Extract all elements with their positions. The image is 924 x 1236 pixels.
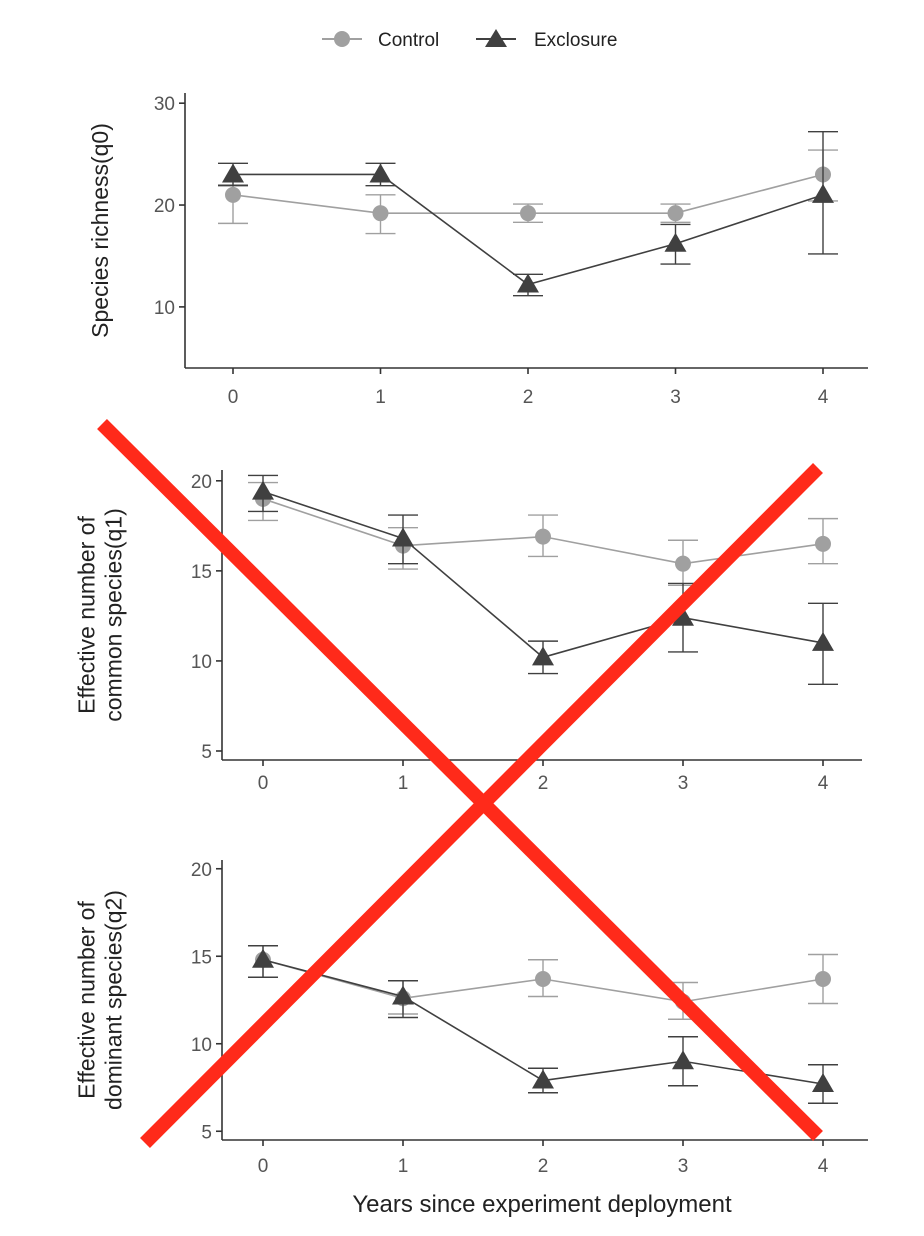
y-tick-label: 10 bbox=[154, 298, 175, 319]
panel-3: 5 10 15 20 0 1 2 3 4 Effective number ofdominant … bbox=[74, 860, 868, 1177]
y-tick-label: 20 bbox=[191, 860, 212, 881]
y-tick-label: 15 bbox=[191, 947, 212, 968]
point-exclosure bbox=[392, 985, 414, 1005]
point-exclosure bbox=[812, 631, 834, 651]
point-exclosure bbox=[222, 163, 244, 183]
point-exclosure bbox=[672, 1050, 694, 1070]
point-exclosure bbox=[252, 480, 274, 500]
x-tick-label: 0 bbox=[258, 773, 269, 794]
x-tick-label: 1 bbox=[375, 387, 386, 408]
point-control bbox=[520, 205, 536, 222]
point-exclosure bbox=[252, 948, 274, 968]
point-control bbox=[675, 555, 691, 572]
point-exclosure bbox=[672, 606, 694, 626]
y-tick-label: 10 bbox=[191, 1035, 212, 1056]
x-tick-label: 4 bbox=[818, 1156, 829, 1177]
y-tick-label: 15 bbox=[191, 562, 212, 583]
y-axis-label: Effective number ofdominant species(q2) bbox=[74, 890, 127, 1110]
point-control bbox=[815, 535, 831, 552]
x-tick-label: 1 bbox=[398, 1156, 409, 1177]
legend-label-exclosure: Exclosure bbox=[534, 30, 617, 51]
y-axis-label: Species richness(q0) bbox=[87, 123, 113, 338]
legend-label-control: Control bbox=[378, 30, 439, 51]
point-control bbox=[372, 205, 389, 222]
cross-stroke-up bbox=[140, 463, 823, 1148]
point-control bbox=[535, 528, 551, 545]
panel-1: 10 20 30 0 1 2 3 4 Species richness(q0) bbox=[87, 93, 868, 408]
y-axis-label-line: Effective number of bbox=[74, 516, 100, 714]
legend: Control Exclosure bbox=[322, 29, 617, 51]
x-tick-label: 1 bbox=[398, 773, 409, 794]
point-exclosure bbox=[532, 1069, 554, 1089]
point-control bbox=[815, 971, 831, 987]
y-axis-label-line: Effective number of bbox=[74, 901, 100, 1099]
legend-control-marker bbox=[334, 31, 350, 47]
point-exclosure bbox=[812, 183, 834, 203]
series-exclosure bbox=[248, 474, 838, 686]
y-tick-label: 30 bbox=[154, 94, 175, 115]
y-tick-label: 5 bbox=[201, 1122, 212, 1143]
point-exclosure bbox=[664, 232, 687, 252]
y-tick-label: 10 bbox=[191, 652, 212, 673]
cross-stroke-down bbox=[97, 419, 823, 1141]
cross-out-overlay bbox=[97, 419, 823, 1148]
legend-item-exclosure: Exclosure bbox=[476, 29, 617, 51]
x-tick-label: 2 bbox=[538, 773, 549, 794]
panel-2: 5 10 15 20 0 1 2 3 4 Effective number ofcommon sp… bbox=[74, 470, 862, 794]
y-axis-label-line: dominant species(q2) bbox=[101, 890, 127, 1110]
x-tick-label: 3 bbox=[670, 387, 681, 408]
series-exclosure bbox=[248, 945, 838, 1104]
y-tick-label: 20 bbox=[154, 196, 175, 217]
y-axis-label: Effective number ofcommon species(q1) bbox=[74, 508, 127, 721]
x-tick-label: 4 bbox=[818, 773, 829, 794]
series-control bbox=[218, 149, 838, 235]
point-control bbox=[535, 971, 551, 987]
x-tick-label: 3 bbox=[678, 1156, 689, 1177]
x-tick-label: 0 bbox=[228, 387, 239, 408]
x-tick-label: 2 bbox=[538, 1156, 549, 1177]
point-control bbox=[667, 205, 684, 222]
x-tick-label: 3 bbox=[678, 773, 689, 794]
x-axis-label: Years since experiment deployment bbox=[352, 1191, 732, 1218]
x-tick-label: 2 bbox=[523, 387, 534, 408]
point-exclosure bbox=[517, 273, 539, 293]
series-exclosure bbox=[218, 131, 838, 297]
point-exclosure bbox=[392, 527, 414, 547]
y-axis-label-line: Species richness(q0) bbox=[87, 123, 113, 338]
y-tick-label: 20 bbox=[191, 472, 212, 493]
point-exclosure bbox=[369, 163, 392, 183]
point-exclosure bbox=[532, 646, 554, 666]
x-tick-label: 0 bbox=[258, 1156, 269, 1177]
legend-item-control: Control bbox=[322, 30, 439, 51]
y-tick-label: 5 bbox=[201, 742, 212, 763]
point-exclosure bbox=[812, 1073, 834, 1092]
x-tick-label: 4 bbox=[818, 387, 829, 408]
y-axis-label-line: common species(q1) bbox=[101, 508, 127, 721]
point-control bbox=[225, 186, 241, 203]
legend-exclosure-marker bbox=[485, 29, 507, 47]
series-line-exclosure bbox=[233, 173, 824, 286]
